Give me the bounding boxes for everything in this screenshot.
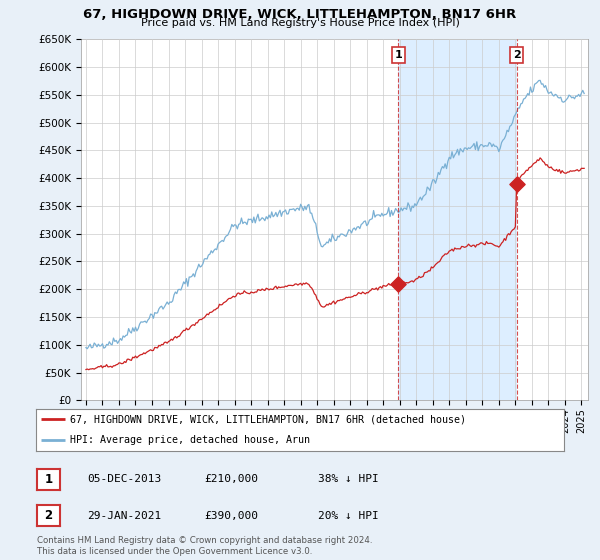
Point xyxy=(512,179,521,188)
Text: HPI: Average price, detached house, Arun: HPI: Average price, detached house, Arun xyxy=(70,435,310,445)
Text: Price paid vs. HM Land Registry's House Price Index (HPI): Price paid vs. HM Land Registry's House … xyxy=(140,18,460,28)
Text: 38% ↓ HPI: 38% ↓ HPI xyxy=(318,474,379,484)
Text: 67, HIGHDOWN DRIVE, WICK, LITTLEHAMPTON, BN17 6HR (detached house): 67, HIGHDOWN DRIVE, WICK, LITTLEHAMPTON,… xyxy=(70,414,466,424)
Text: 29-JAN-2021: 29-JAN-2021 xyxy=(87,511,161,521)
Text: 1: 1 xyxy=(44,473,53,486)
Text: £390,000: £390,000 xyxy=(204,511,258,521)
Bar xyxy=(398,39,517,400)
Text: 20% ↓ HPI: 20% ↓ HPI xyxy=(318,511,379,521)
Text: 2: 2 xyxy=(44,509,53,522)
Text: 05-DEC-2013: 05-DEC-2013 xyxy=(87,474,161,484)
Text: £210,000: £210,000 xyxy=(204,474,258,484)
Point xyxy=(394,279,403,288)
Text: 1: 1 xyxy=(395,50,402,60)
Text: Contains HM Land Registry data © Crown copyright and database right 2024.
This d: Contains HM Land Registry data © Crown c… xyxy=(37,536,373,556)
Text: 2: 2 xyxy=(513,50,521,60)
Text: 67, HIGHDOWN DRIVE, WICK, LITTLEHAMPTON, BN17 6HR: 67, HIGHDOWN DRIVE, WICK, LITTLEHAMPTON,… xyxy=(83,8,517,21)
